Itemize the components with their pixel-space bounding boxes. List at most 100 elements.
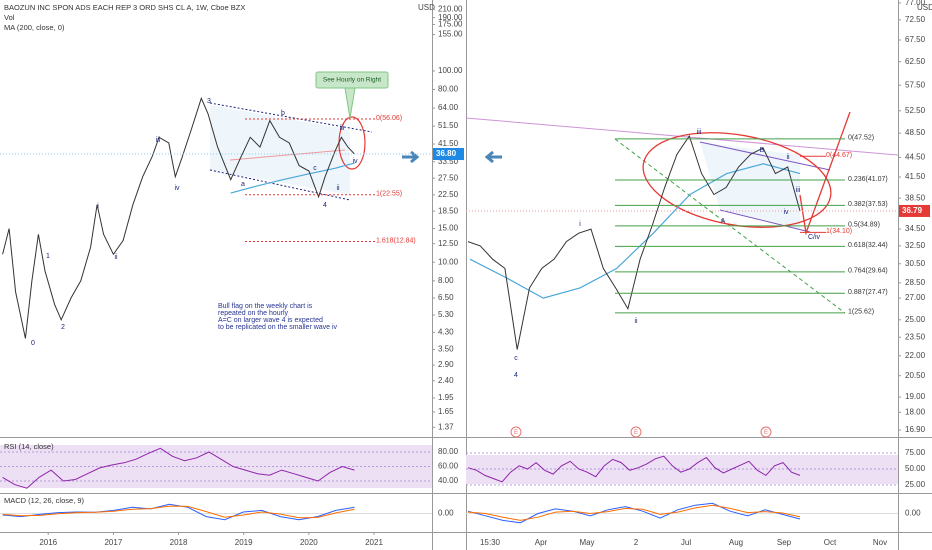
x-tick-label: 2018 [170,538,188,547]
unit-label: USD [917,3,932,12]
x-tick-label: 15:30 [480,538,501,547]
wave-label: b [281,110,285,117]
wave-label: 4 [323,202,327,209]
wave-label: i [97,203,99,210]
y-tick-label: 5.30 [438,310,454,319]
price-tag [899,204,930,217]
y-tick-label: 33.50 [438,157,459,166]
y-tick-label: 8.00 [438,276,454,285]
wave-label: a [241,181,245,188]
y-tick-label: 60.00 [438,462,459,471]
wave-label: ii [786,154,790,161]
wave-label: ii [336,185,340,192]
price-tag [433,148,464,161]
y-tick-label: 25.00 [905,315,926,324]
price-tag-label: 36.80 [436,149,457,158]
x-tick-label: 2 [634,538,639,547]
x-tick-label: Aug [729,538,743,547]
y-tick-label: 67.50 [905,35,926,44]
macd-signal [467,504,801,521]
y-tick-label: 0.00 [438,509,454,518]
wave-label: C/iv [808,234,821,241]
y-tick-label: 52.50 [905,106,926,115]
wave-label: A [721,218,726,225]
x-tick-label: 2017 [104,538,122,547]
y-tick-label: 18.00 [905,407,926,416]
x-tick-label: Sep [777,538,792,547]
y-tick-label: 1.37 [438,422,454,431]
y-tick-label: 175.00 [438,20,463,29]
y-tick-label: 2.90 [438,360,454,369]
y-tick-label: 77.00 [905,0,926,7]
earnings-marker [630,426,642,438]
fib-label: 1(22.55) [376,191,402,198]
wave-label: B [760,147,765,154]
unit-label: USD [418,3,435,12]
fib-label: 1(34.10) [826,228,852,235]
wave-label: ii [114,254,118,261]
y-tick-label: 18.50 [438,206,459,215]
y-tick-label: 41.50 [438,139,459,148]
wave-label: i [579,221,581,228]
fib-label: 1.618(12.84) [376,237,416,244]
y-tick-label: 190.00 [438,13,463,22]
x-tick-label: 2020 [300,538,318,547]
moving-average [230,162,355,194]
chart-title: BAOZUN INC SPON ADS EACH REP 3 ORD SHS C… [4,3,245,12]
y-tick-label: 75.00 [905,448,926,457]
note-line: to be replicated on the smaller wave iv [218,324,338,331]
y-tick-label: 27.00 [905,293,926,302]
y-tick-label: 80.00 [438,447,459,456]
wave-label: 3 [207,98,211,105]
y-tick-label: 30.50 [905,259,926,268]
y-tick-label: 62.50 [905,57,926,66]
y-tick-label: 23.50 [905,332,926,341]
x-tick-label: Apr [535,538,548,547]
earnings-label: E [514,430,518,436]
y-tick-label: 27.50 [438,173,459,182]
y-tick-label: 32.50 [905,241,926,250]
y-tick-label: 64.00 [438,103,459,112]
y-tick-label: 38.50 [905,193,926,202]
wave-label: 2 [61,324,65,331]
y-tick-label: 80.00 [438,85,459,94]
wave-label: 1 [46,253,50,260]
volume-label: Vol [4,13,15,22]
wave-label: iii [796,187,801,194]
earnings-marker [510,426,522,438]
y-tick-label: 40.00 [438,476,459,485]
x-tick-label: 2021 [365,538,383,547]
wave-label: iii [697,129,702,136]
y-tick-label: 100.00 [438,66,463,75]
wave-label: c [514,355,518,362]
x-tick-label: May [579,538,594,547]
y-tick-label: 22.50 [438,190,459,199]
rsi-title: RSI (14, close) [4,442,54,451]
fib-label: 0.382(37.53) [848,201,888,208]
y-tick-label: 50.00 [905,464,926,473]
fib-label: 0.764(29.64) [848,268,888,275]
y-tick-label: 1.65 [438,407,454,416]
wave-label: iii [340,125,345,132]
y-tick-label: 44.50 [905,152,926,161]
wave-label: iv [352,158,358,165]
y-tick-label: 34.50 [905,224,926,233]
x-tick-label: 2016 [39,538,57,547]
fib-label: 0.236(41.07) [848,176,888,183]
annotation: See Hourly on Right [323,77,381,84]
ma-label: MA (200, close, 0) [4,23,65,32]
x-tick-label: Oct [824,538,837,547]
rsi-line [2,447,355,489]
fib-label: 0.618(32.44) [848,242,888,249]
x-tick-label: Nov [873,538,887,547]
y-tick-label: 2.40 [438,376,454,385]
macd-title: MACD (12, 26, close, 9) [4,496,85,505]
y-tick-label: 10.00 [438,257,459,266]
y-tick-label: 4.30 [438,327,454,336]
rsi-line [467,455,801,483]
fib-label: 0.887(27.47) [848,289,888,296]
fib-label: 0.5(34.89) [848,222,880,229]
y-tick-label: 1.95 [438,393,454,402]
fib-label: 0(47.52) [848,135,874,142]
